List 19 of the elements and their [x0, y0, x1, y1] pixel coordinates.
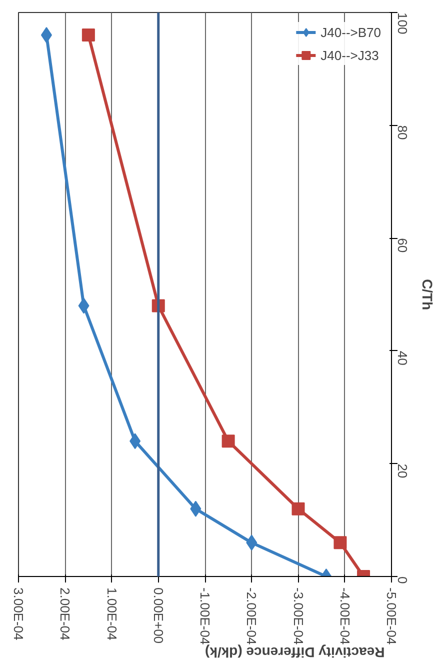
y-tick-label: 40: [395, 350, 410, 366]
x-tick-label: -3.00E-04: [290, 588, 306, 645]
x-tick-label: 1.00E-04: [104, 588, 120, 640]
y-tick-label: 20: [395, 464, 410, 478]
x-tick-label: 0.00E+00: [150, 588, 166, 644]
legend-label: J40-->J33: [320, 48, 379, 62]
x-tick-label: -5.00E-04: [384, 588, 399, 645]
legend-label: J40-->B70: [320, 24, 381, 40]
x-tick-label: -1.00E-04: [198, 588, 212, 645]
y-tick-label: 0: [395, 576, 410, 584]
y-tick-label: 80: [395, 125, 410, 140]
x-axis-title: Reactivity Difference (dk/k): [204, 644, 385, 661]
x-tick-label: -2.00E-04: [244, 588, 260, 645]
x-tick-label: 3.00E-04: [11, 588, 26, 640]
y-axis-title: C/Th: [420, 278, 436, 310]
x-tick-label: -4.00E-04: [337, 588, 352, 645]
x-tick-label: 2.00E-04: [58, 588, 73, 640]
y-tick-label: 60: [395, 238, 410, 253]
y-tick-label: 100: [395, 12, 410, 34]
